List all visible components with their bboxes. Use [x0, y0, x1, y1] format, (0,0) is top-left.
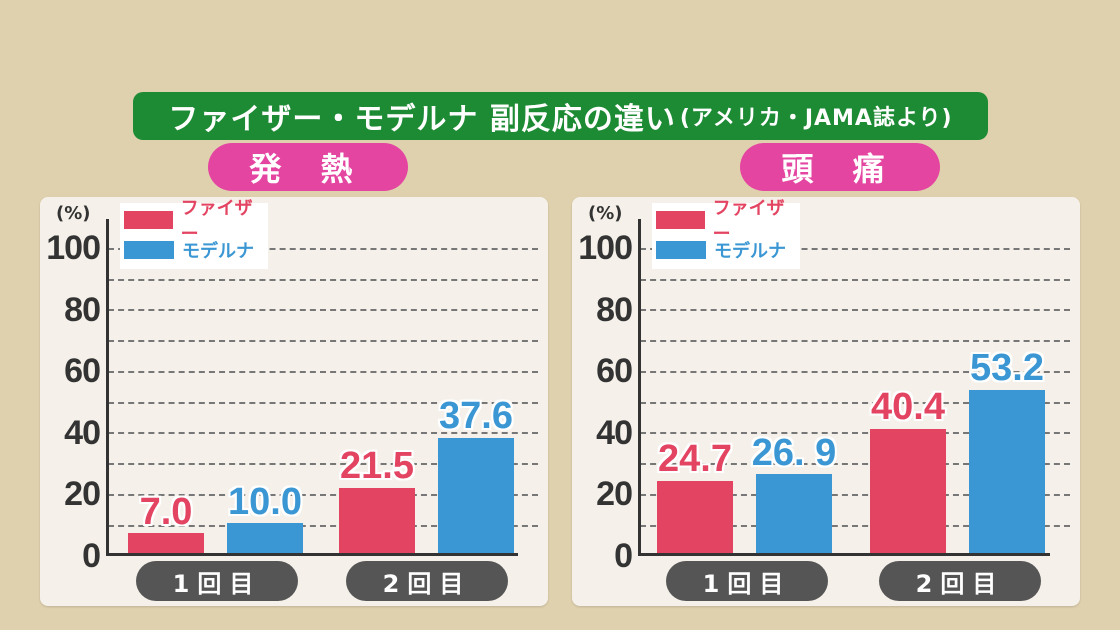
y-tick-40: 40: [596, 414, 633, 452]
x-label-dose1: 1回目: [666, 561, 828, 601]
chart-title: ファイザー・モデルナ 副反応の違い (アメリカ・JAMA誌より): [133, 92, 988, 140]
gridline: [108, 402, 538, 404]
gridline: [108, 248, 538, 250]
bar-headache-pfizer-dose1: [657, 481, 733, 554]
gridline: [640, 432, 1070, 434]
value-fever-moderna-dose2: 37.6: [439, 395, 513, 437]
title-main: ファイザー・モデルナ 副反応の違い: [168, 102, 676, 137]
legend-item-moderna: モデルナ: [652, 235, 800, 265]
legend-label-moderna: モデルナ: [182, 241, 254, 262]
y-tick-100: 100: [46, 229, 101, 267]
headache-chart-panel: (%) 100 80 60 40 20 0 ファイザー モデルナ 24.7 26…: [572, 197, 1080, 606]
fever-chart-panel: (%) 100 80 60 40 20 0 ファイザー モデルナ 7.0 10.…: [40, 197, 548, 606]
bar-fever-pfizer-dose1: [128, 533, 204, 554]
legend-item-pfizer: ファイザー: [120, 198, 268, 245]
value-headache-pfizer-dose1: 24.7: [658, 438, 732, 480]
y-tick-0: 0: [82, 537, 101, 575]
bar-fever-pfizer-dose2: [339, 488, 415, 554]
gridline: [108, 309, 538, 311]
fever-chart-heading: 発 熱: [208, 143, 408, 191]
gridline: [640, 402, 1070, 404]
pfizer-swatch: [656, 211, 705, 229]
headache-chart-heading: 頭 痛: [740, 143, 940, 191]
y-tick-60: 60: [64, 352, 101, 390]
bar-fever-moderna-dose2: [438, 438, 514, 554]
bar-fever-moderna-dose1: [227, 523, 303, 554]
gridline: [640, 309, 1070, 311]
x-label-dose2: 2回目: [346, 561, 508, 601]
y-axis-unit: (%): [588, 203, 623, 224]
y-tick-20: 20: [596, 475, 633, 513]
gridline: [108, 494, 538, 496]
x-axis: [638, 553, 1050, 556]
y-tick-80: 80: [64, 291, 101, 329]
bar-headache-pfizer-dose2: [870, 429, 946, 554]
gridline: [640, 371, 1070, 373]
x-label-dose2: 2回目: [879, 561, 1041, 601]
y-tick-20: 20: [64, 475, 101, 513]
gridline: [108, 371, 538, 373]
y-axis-unit: (%): [56, 203, 91, 224]
legend-label-moderna: モデルナ: [714, 241, 786, 262]
gridline: [640, 340, 1070, 342]
value-headache-moderna-dose2: 53.2: [970, 347, 1044, 389]
y-tick-40: 40: [64, 414, 101, 452]
moderna-swatch: [124, 241, 174, 259]
legend: ファイザー モデルナ: [652, 198, 800, 269]
gridline: [108, 525, 538, 527]
x-axis: [106, 553, 518, 556]
gridline: [640, 525, 1070, 527]
y-tick-80: 80: [596, 291, 633, 329]
pfizer-swatch: [124, 211, 173, 229]
legend-label-pfizer: ファイザー: [712, 198, 785, 245]
value-fever-pfizer-dose2: 21.5: [340, 445, 414, 487]
bar-headache-moderna-dose2: [969, 390, 1045, 554]
y-axis: [638, 219, 641, 556]
y-tick-0: 0: [614, 537, 633, 575]
legend-item-pfizer: ファイザー: [652, 198, 800, 245]
gridline: [640, 463, 1070, 465]
gridline: [640, 494, 1070, 496]
y-tick-100: 100: [578, 229, 633, 267]
value-headache-moderna-dose1: 26. 9: [751, 432, 837, 474]
gridline: [640, 248, 1070, 250]
legend: ファイザー モデルナ: [120, 198, 268, 269]
x-label-dose1: 1回目: [136, 561, 298, 601]
legend-item-moderna: モデルナ: [120, 235, 268, 265]
moderna-swatch: [656, 241, 706, 259]
gridline: [108, 432, 538, 434]
title-source: (アメリカ・JAMA誌より): [679, 106, 953, 131]
gridline: [108, 279, 538, 281]
gridline: [640, 279, 1070, 281]
gridline: [108, 463, 538, 465]
legend-label-pfizer: ファイザー: [180, 198, 253, 245]
gridline: [108, 340, 538, 342]
y-axis: [106, 219, 109, 556]
bar-headache-moderna-dose1: [756, 474, 832, 554]
value-fever-moderna-dose1: 10.0: [228, 481, 302, 523]
value-headache-pfizer-dose2: 40.4: [871, 386, 945, 428]
y-tick-60: 60: [596, 352, 633, 390]
value-fever-pfizer-dose1: 7.0: [139, 491, 193, 533]
